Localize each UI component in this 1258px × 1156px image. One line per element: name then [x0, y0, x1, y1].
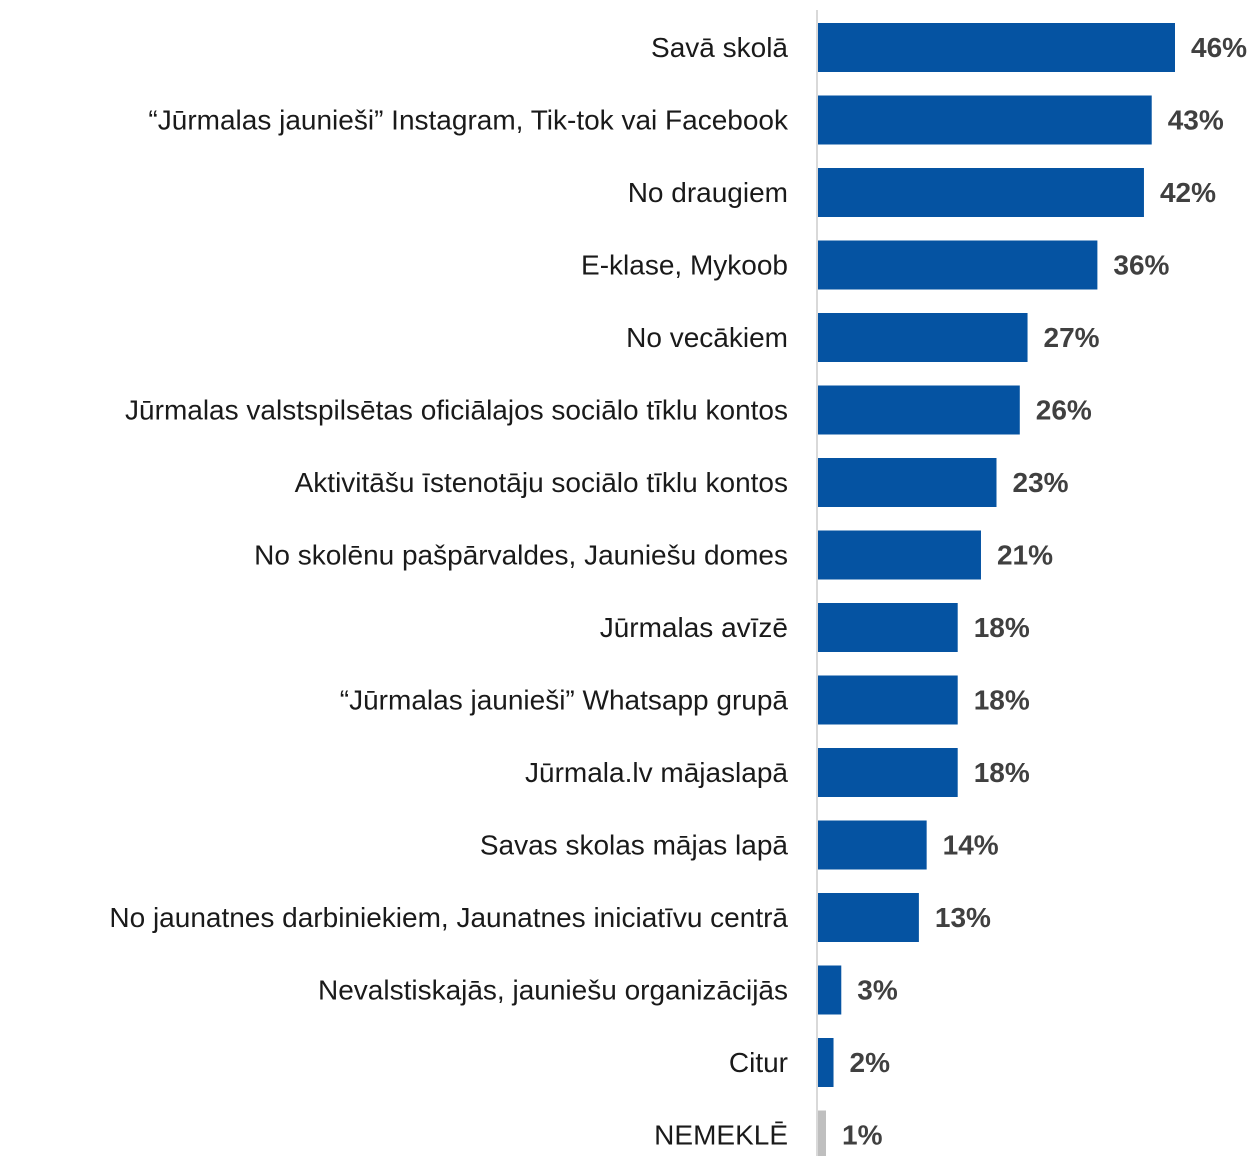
bar-2 [818, 95, 1152, 145]
category-label-1: Savā skolā [651, 32, 788, 63]
value-label-1: 46% [1191, 32, 1247, 63]
category-label-2: “Jūrmalas jaunieši” Instagram, Tik-tok v… [148, 105, 789, 136]
category-label-14: Nevalstiskajās, jauniešu organizācijās [318, 975, 788, 1006]
value-label-3: 42% [1160, 177, 1216, 208]
value-labels-group: 46% 43% 42% 36% 27% 26% 23% 21% 18% 18% 18% 14% 13% 3… [842, 32, 1247, 1151]
value-label-16: 1% [842, 1120, 883, 1151]
value-label-11: 18% [974, 757, 1030, 788]
bar-8 [818, 530, 981, 580]
value-label-6: 26% [1036, 395, 1092, 426]
bar-3 [818, 168, 1144, 217]
category-label-15: Citur [729, 1047, 788, 1078]
value-label-14: 3% [857, 975, 898, 1006]
bar-5 [818, 313, 1028, 362]
bar-10 [818, 675, 958, 725]
bar-13 [818, 893, 919, 942]
value-label-10: 18% [974, 685, 1030, 716]
category-label-4: E-klase, Mykoob [581, 250, 788, 281]
bar-14 [818, 965, 842, 1015]
category-label-3: No draugiem [628, 177, 788, 208]
bars-group [818, 23, 1175, 1156]
category-label-6: Jūrmalas valstspilsētas oficiālajos soci… [125, 395, 788, 426]
value-label-12: 14% [943, 830, 999, 861]
bar-11 [818, 748, 958, 797]
category-label-12: Savas skolas mājas lapā [480, 830, 789, 861]
category-label-16: NEMEKLĒ [654, 1120, 788, 1151]
value-label-9: 18% [974, 612, 1030, 643]
value-label-5: 27% [1044, 322, 1100, 353]
bar-16 [818, 1110, 826, 1156]
category-label-7: Aktivitāšu īstenotāju sociālo tīklu kont… [295, 467, 788, 498]
value-label-7: 23% [1013, 467, 1069, 498]
value-label-4: 36% [1113, 250, 1169, 281]
category-label-8: No skolēnu pašpārvaldes, Jauniešu domes [254, 540, 788, 571]
bar-4 [818, 240, 1098, 290]
bar-1 [818, 23, 1175, 72]
value-label-2: 43% [1168, 105, 1224, 136]
category-label-5: No vecākiem [626, 322, 788, 353]
value-label-15: 2% [850, 1047, 891, 1078]
value-label-13: 13% [935, 902, 991, 933]
bar-6 [818, 385, 1020, 435]
value-label-8: 21% [997, 540, 1053, 571]
category-label-13: No jaunatnes darbiniekiem, Jaunatnes ini… [109, 902, 788, 933]
bar-15 [818, 1038, 834, 1087]
category-label-11: Jūrmala.lv mājaslapā [525, 757, 788, 788]
bar-7 [818, 458, 997, 507]
category-label-9: Jūrmalas avīzē [600, 612, 788, 643]
category-labels-group: Savā skolā “Jūrmalas jaunieši” Instagram,… [109, 32, 789, 1151]
bar-12 [818, 820, 927, 870]
category-label-10: “Jūrmalas jaunieši” Whatsapp grupā [340, 685, 789, 716]
bar-9 [818, 603, 958, 652]
